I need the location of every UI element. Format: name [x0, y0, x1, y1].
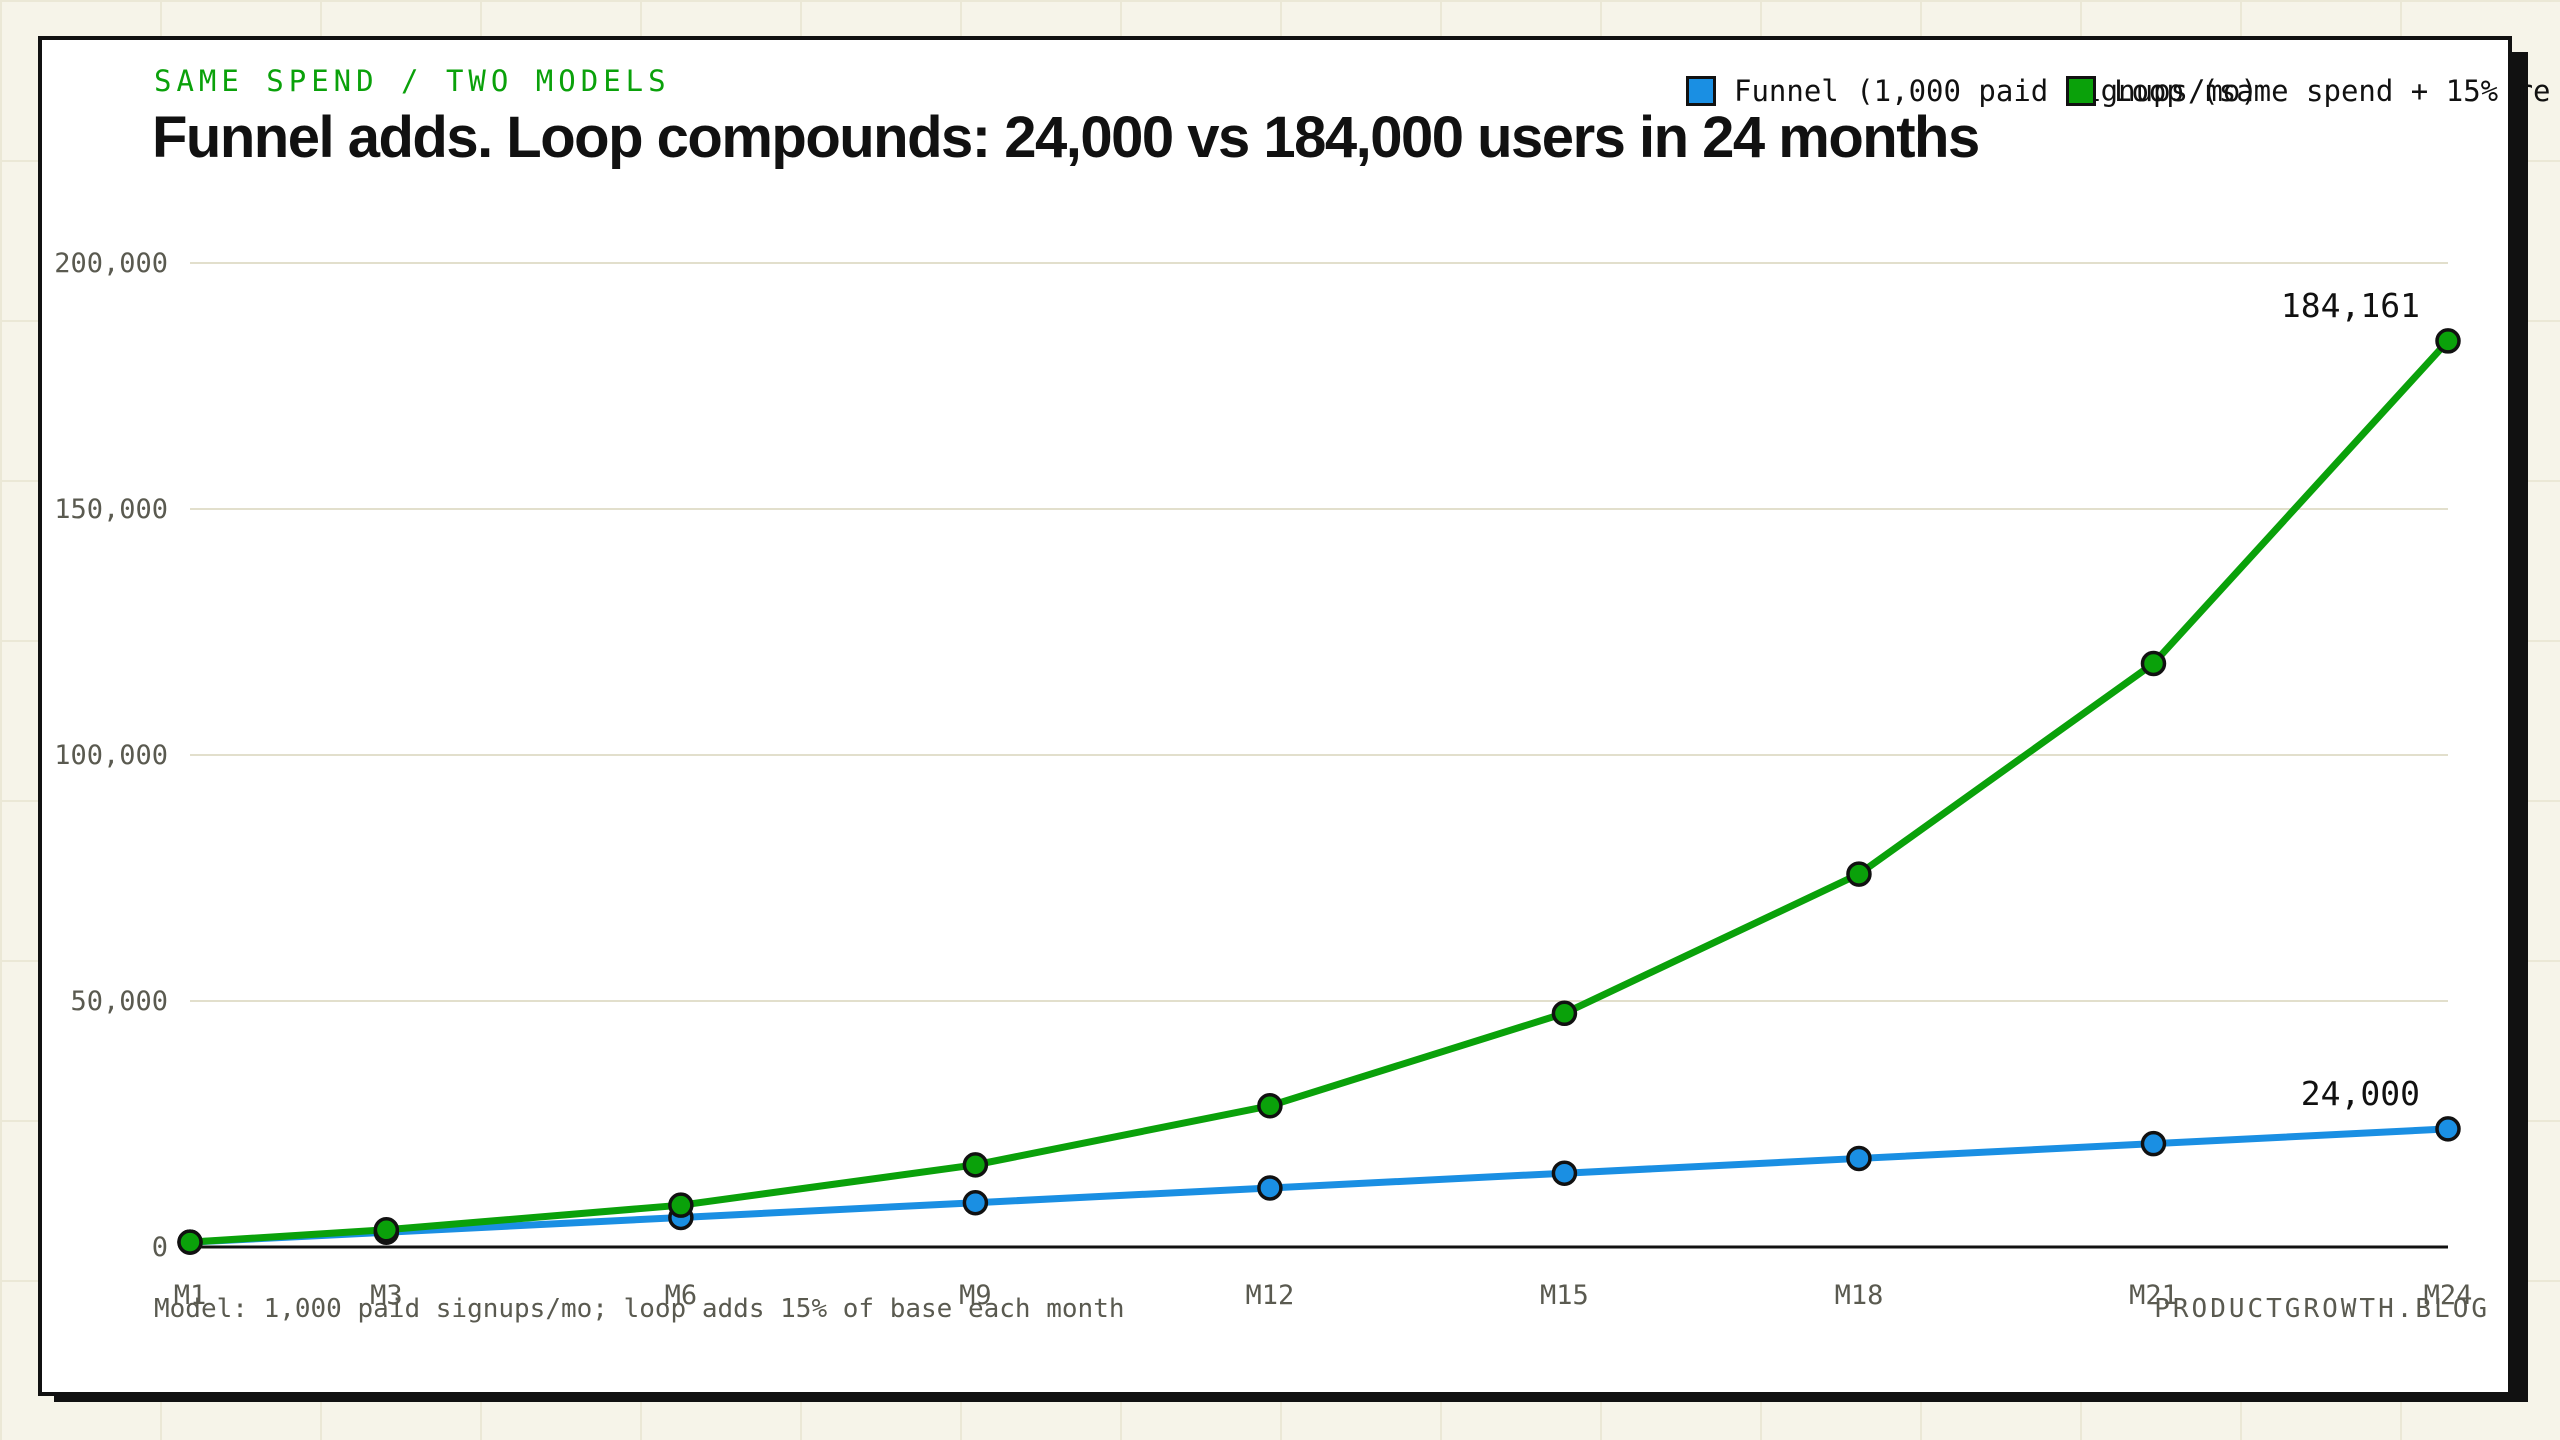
- x-tick-label: M9: [959, 1280, 992, 1311]
- x-tick-label: M6: [665, 1280, 698, 1311]
- y-tick-label: 100,000: [54, 740, 168, 771]
- series-line-funnel: [186, 1125, 2452, 1246]
- data-point-funnel: [2140, 1130, 2167, 1157]
- chart-kicker: SAME SPEND / TWO MODELS: [154, 64, 671, 98]
- x-tick-label: M21: [2129, 1280, 2178, 1311]
- series-line-loop: [186, 337, 2452, 1246]
- chart-legend: Funnel (1,000 paid signups/mo) Loop (sam…: [1686, 74, 2560, 114]
- x-tick-label: M12: [1246, 1280, 1295, 1311]
- chart-title: Funnel adds. Loop compounds: 24,000 vs 1…: [152, 105, 1980, 170]
- data-point-loop: [2140, 650, 2167, 677]
- data-point-loop: [1551, 1000, 1578, 1027]
- data-point-loop: [1846, 861, 1872, 887]
- y-tick-label: 0: [152, 1232, 168, 1263]
- x-tick-label: M24: [2424, 1280, 2473, 1311]
- x-tick-label: M1: [174, 1280, 207, 1311]
- data-point-funnel: [1846, 1145, 1872, 1172]
- data-point-loop: [1257, 1093, 1283, 1119]
- source-credit: PRODUCTGROWTH.BLOG: [2154, 1294, 2490, 1324]
- data-point-loop: [177, 1229, 203, 1255]
- legend-label-funnel: Funnel (1,000 paid signups/mo): [1734, 74, 2258, 108]
- data-point-loop: [962, 1152, 989, 1178]
- data-point-funnel: [1257, 1175, 1283, 1201]
- legend-swatch-loop: [2066, 76, 2096, 106]
- y-tick-label: 150,000: [54, 494, 168, 525]
- data-point-funnel: [2435, 1116, 2461, 1142]
- y-tick-label: 50,000: [70, 986, 168, 1017]
- data-point-loop: [668, 1192, 694, 1218]
- end-value-label-loop: 184,161: [2281, 286, 2420, 325]
- y-tick-label: 200,000: [54, 248, 168, 279]
- data-point-loop: [373, 1217, 400, 1243]
- data-point-funnel: [1551, 1160, 1578, 1186]
- end-value-label-funnel: 24,000: [2301, 1074, 2420, 1113]
- data-point-loop: [2435, 328, 2461, 354]
- legend-swatch-funnel: [1686, 76, 1716, 106]
- legend-label-loop: Loop (same spend + 15% re: [2114, 74, 2551, 108]
- data-point-funnel: [962, 1189, 989, 1216]
- model-footnote: Model: 1,000 paid signups/mo; loop adds …: [154, 1294, 1125, 1324]
- x-tick-label: M3: [370, 1280, 403, 1311]
- x-tick-label: M15: [1540, 1280, 1589, 1311]
- x-tick-label: M18: [1835, 1280, 1884, 1311]
